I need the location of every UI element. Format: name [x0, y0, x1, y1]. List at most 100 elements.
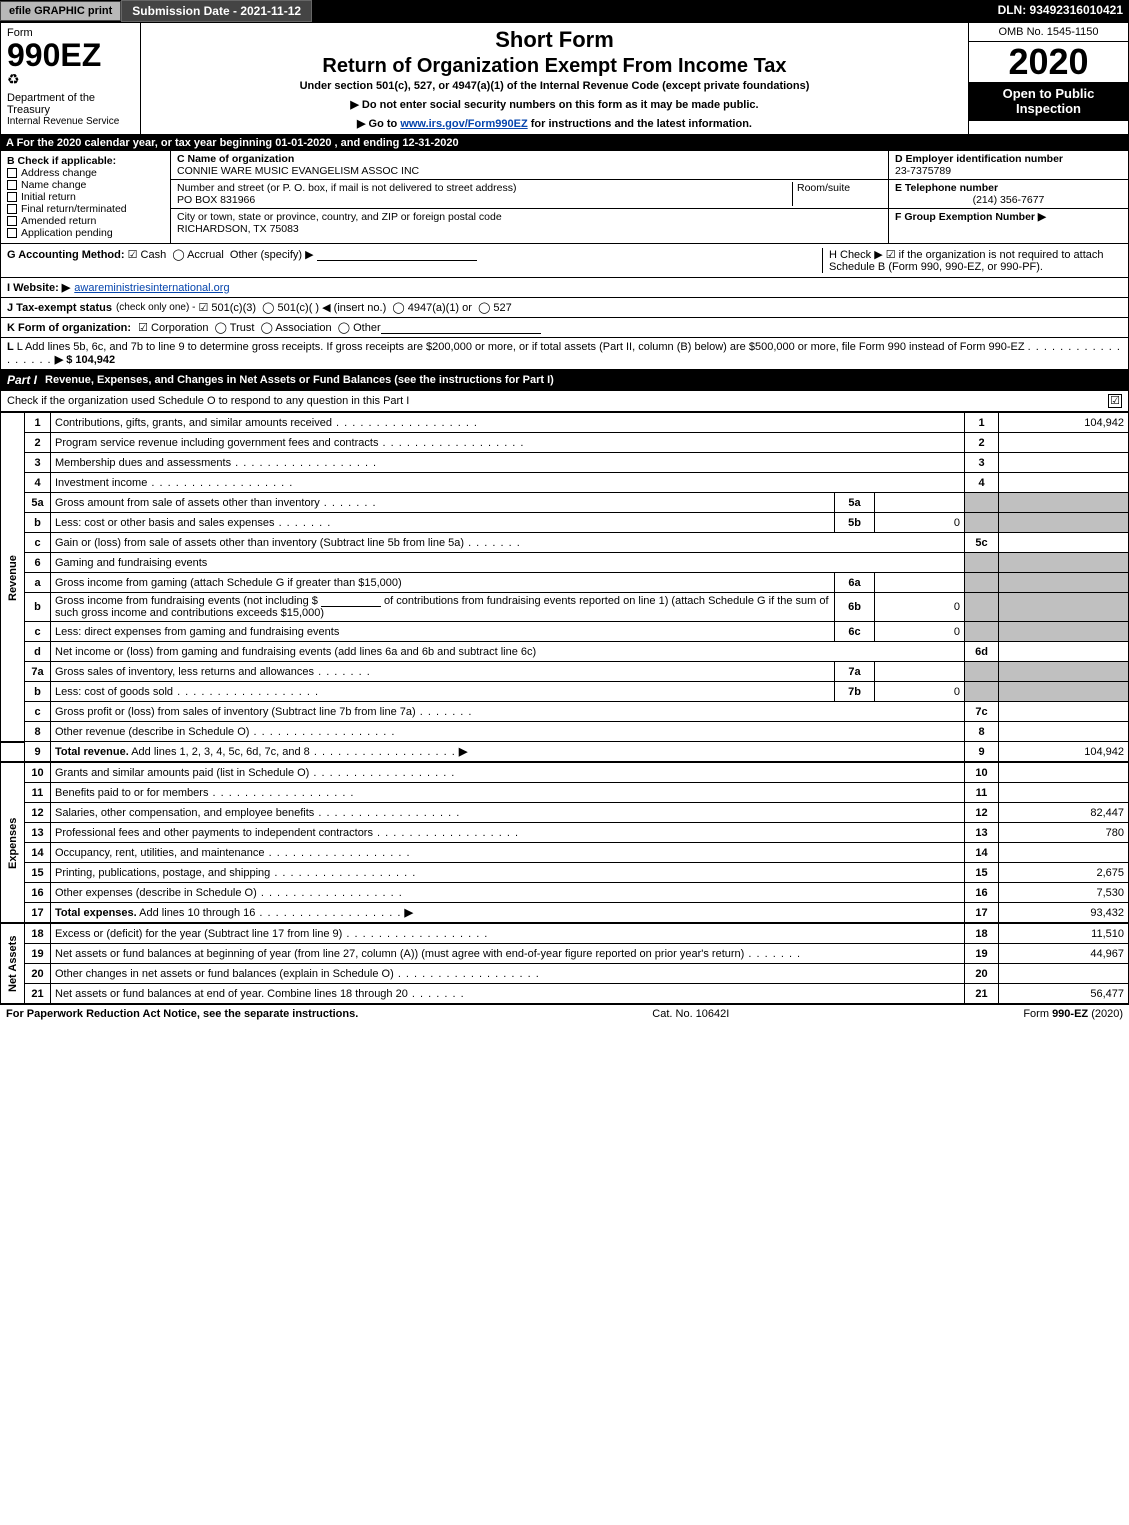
dln-label: DLN: 93492316010421	[992, 0, 1129, 22]
org-name: CONNIE WARE MUSIC EVANGELISM ASSOC INC	[177, 165, 419, 177]
line-box: 3	[965, 453, 999, 473]
line-16: 16 Other expenses (describe in Schedule …	[1, 883, 1129, 903]
line-amt	[999, 964, 1129, 984]
line-desc: Add lines 1, 2, 3, 4, 5c, 6d, 7c, and 8	[131, 746, 310, 758]
goto-line: ▶ Go to www.irs.gov/Form990EZ for instru…	[151, 117, 958, 130]
line-amt	[999, 702, 1129, 722]
line-num: c	[25, 702, 51, 722]
return-title: Return of Organization Exempt From Incom…	[151, 55, 958, 78]
line-box: 17	[965, 903, 999, 923]
expenses-table: Expenses 10 Grants and similar amounts p…	[0, 762, 1129, 923]
line-5b: b Less: cost or other basis and sales ex…	[1, 513, 1129, 533]
line-box: 1	[965, 413, 999, 433]
footer-left: For Paperwork Reduction Act Notice, see …	[6, 1008, 358, 1020]
line-box: 18	[965, 924, 999, 944]
sub-box: 6c	[835, 622, 875, 642]
line-num: c	[25, 533, 51, 553]
line-num: 17	[25, 903, 51, 923]
line-7a: 7a Gross sales of inventory, less return…	[1, 662, 1129, 682]
line-num: b	[25, 682, 51, 702]
shaded-cell	[999, 513, 1129, 533]
chk-initial-return[interactable]: Initial return	[7, 191, 164, 203]
line-box: 4	[965, 473, 999, 493]
section-c: C Name of organization CONNIE WARE MUSIC…	[171, 151, 888, 243]
ein-value: 23-7375789	[895, 165, 951, 177]
line-box: 2	[965, 433, 999, 453]
line-7c: c Gross profit or (loss) from sales of i…	[1, 702, 1129, 722]
line-desc: Less: cost of goods sold	[55, 686, 173, 698]
line-15: 15 Printing, publications, postage, and …	[1, 863, 1129, 883]
part1-check-note: Check if the organization used Schedule …	[7, 395, 409, 407]
chk-label: Name change	[21, 179, 86, 191]
chk-application-pending[interactable]: Application pending	[7, 227, 164, 239]
line-desc: Gain or (loss) from sale of assets other…	[55, 537, 464, 549]
line-21: 21 Net assets or fund balances at end of…	[1, 984, 1129, 1004]
k-trust[interactable]: ◯ Trust	[215, 321, 255, 334]
line-num: 21	[25, 984, 51, 1004]
line-amt: 93,432	[999, 903, 1129, 923]
phone-value: (214) 356-7677	[895, 194, 1122, 206]
line-num: 2	[25, 433, 51, 453]
short-form-title: Short Form	[151, 27, 958, 53]
header-center: Short Form Return of Organization Exempt…	[141, 23, 968, 134]
period-row: A For the 2020 calendar year, or tax yea…	[0, 135, 1129, 151]
line-num: b	[25, 513, 51, 533]
j-527[interactable]: ◯ 527	[478, 301, 512, 314]
irs-link[interactable]: www.irs.gov/Form990EZ	[400, 118, 527, 130]
shaded-cell	[965, 593, 999, 622]
top-bar: efile GRAPHIC print Submission Date - 20…	[0, 0, 1129, 22]
sub-amt	[875, 493, 965, 513]
chk-amended-return[interactable]: Amended return	[7, 215, 164, 227]
j-4947[interactable]: ◯ 4947(a)(1) or	[392, 301, 472, 314]
line-amt	[999, 843, 1129, 863]
line-num: 1	[25, 413, 51, 433]
shaded-cell	[965, 662, 999, 682]
sub-box: 6b	[835, 593, 875, 622]
shaded-cell	[965, 573, 999, 593]
g-other[interactable]: Other (specify) ▶	[230, 249, 314, 261]
chk-final-return[interactable]: Final return/terminated	[7, 203, 164, 215]
section-b: B Check if applicable: Address change Na…	[1, 151, 171, 243]
dept-treasury: Department of the Treasury	[7, 88, 134, 116]
line-17: 17 Total expenses. Add lines 10 through …	[1, 903, 1129, 923]
k-other[interactable]: ◯ Other	[338, 321, 381, 334]
j-note: (check only one) -	[116, 302, 195, 313]
website-link[interactable]: awareministriesinternational.org	[74, 282, 229, 294]
j-501c[interactable]: ◯ 501(c)( ) ◀ (insert no.)	[262, 301, 386, 314]
line-amt: 44,967	[999, 944, 1129, 964]
k-corp[interactable]: ☑ Corporation	[138, 321, 208, 334]
netassets-table: Net Assets 18 Excess or (deficit) for th…	[0, 923, 1129, 1004]
line-desc: Less: cost or other basis and sales expe…	[55, 517, 275, 529]
line-num: 15	[25, 863, 51, 883]
sub-amt	[875, 573, 965, 593]
shaded-cell	[965, 622, 999, 642]
street-value: PO BOX 831966	[177, 194, 255, 206]
g-cash[interactable]: ☑ Cash	[128, 249, 167, 261]
line-num: 13	[25, 823, 51, 843]
sub-amt: 0	[875, 513, 965, 533]
row-l: L L Add lines 5b, 6c, and 7b to line 9 t…	[0, 338, 1129, 370]
line-box: 21	[965, 984, 999, 1004]
chk-label: Address change	[21, 167, 97, 179]
line-box: 16	[965, 883, 999, 903]
line-desc: Benefits paid to or for members	[55, 787, 208, 799]
j-501c3[interactable]: ☑ 501(c)(3)	[199, 301, 257, 314]
chk-label: Initial return	[21, 191, 76, 203]
line-num: 10	[25, 763, 51, 783]
g-accrual[interactable]: ◯ Accrual	[172, 249, 223, 261]
line-box: 19	[965, 944, 999, 964]
line-box: 8	[965, 722, 999, 742]
k-assoc[interactable]: ◯ Association	[261, 321, 332, 334]
part1-check-row: Check if the organization used Schedule …	[0, 391, 1129, 412]
line-amt: 56,477	[999, 984, 1129, 1004]
line-num: 7a	[25, 662, 51, 682]
row-i: I Website: ▶ awareministriesinternationa…	[0, 278, 1129, 298]
chk-name-change[interactable]: Name change	[7, 179, 164, 191]
part1-checkbox[interactable]: ☑	[1108, 394, 1122, 408]
street-label: Number and street (or P. O. box, if mail…	[177, 182, 516, 194]
form-header: Form 990EZ ♻ Department of the Treasury …	[0, 22, 1129, 135]
line-amt: 82,447	[999, 803, 1129, 823]
recycle-icon: ♻	[7, 71, 134, 88]
efile-print-button[interactable]: efile GRAPHIC print	[0, 1, 121, 21]
chk-address-change[interactable]: Address change	[7, 167, 164, 179]
